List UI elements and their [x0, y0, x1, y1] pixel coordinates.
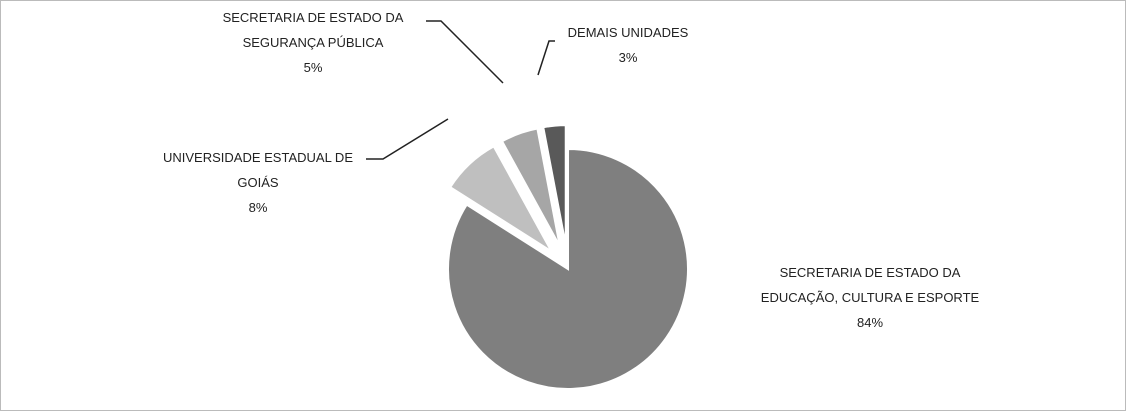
leader-line — [366, 118, 449, 160]
value-label: 8% — [248, 200, 268, 215]
category-name: SECRETARIA DE ESTADO DA SEGURANÇA PÚBLIC… — [222, 10, 404, 50]
value-label: 3% — [618, 50, 638, 65]
leader-line — [537, 40, 555, 76]
pie-slice — [448, 144, 553, 253]
slice-label: DEMAIS UNIDADES 3% — [528, 20, 728, 70]
category-name: UNIVERSIDADE ESTADUAL DE GOIÁS — [163, 150, 353, 190]
slice-label: SECRETARIA DE ESTADO DA EDUCAÇÃO, CULTUR… — [758, 260, 983, 335]
pie-slice — [447, 147, 689, 390]
leader-line — [426, 20, 504, 84]
value-label: 5% — [303, 60, 323, 75]
slice-label: SECRETARIA DE ESTADO DA SEGURANÇA PÚBLIC… — [201, 5, 426, 80]
value-label: 84% — [856, 315, 884, 330]
category-name: SECRETARIA DE ESTADO DA EDUCAÇÃO, CULTUR… — [760, 265, 980, 305]
slice-label: UNIVERSIDADE ESTADUAL DE GOIÁS 8% — [153, 145, 363, 220]
pie-slice — [542, 124, 567, 246]
category-name: DEMAIS UNIDADES — [567, 25, 689, 40]
pie-slice — [500, 127, 561, 247]
